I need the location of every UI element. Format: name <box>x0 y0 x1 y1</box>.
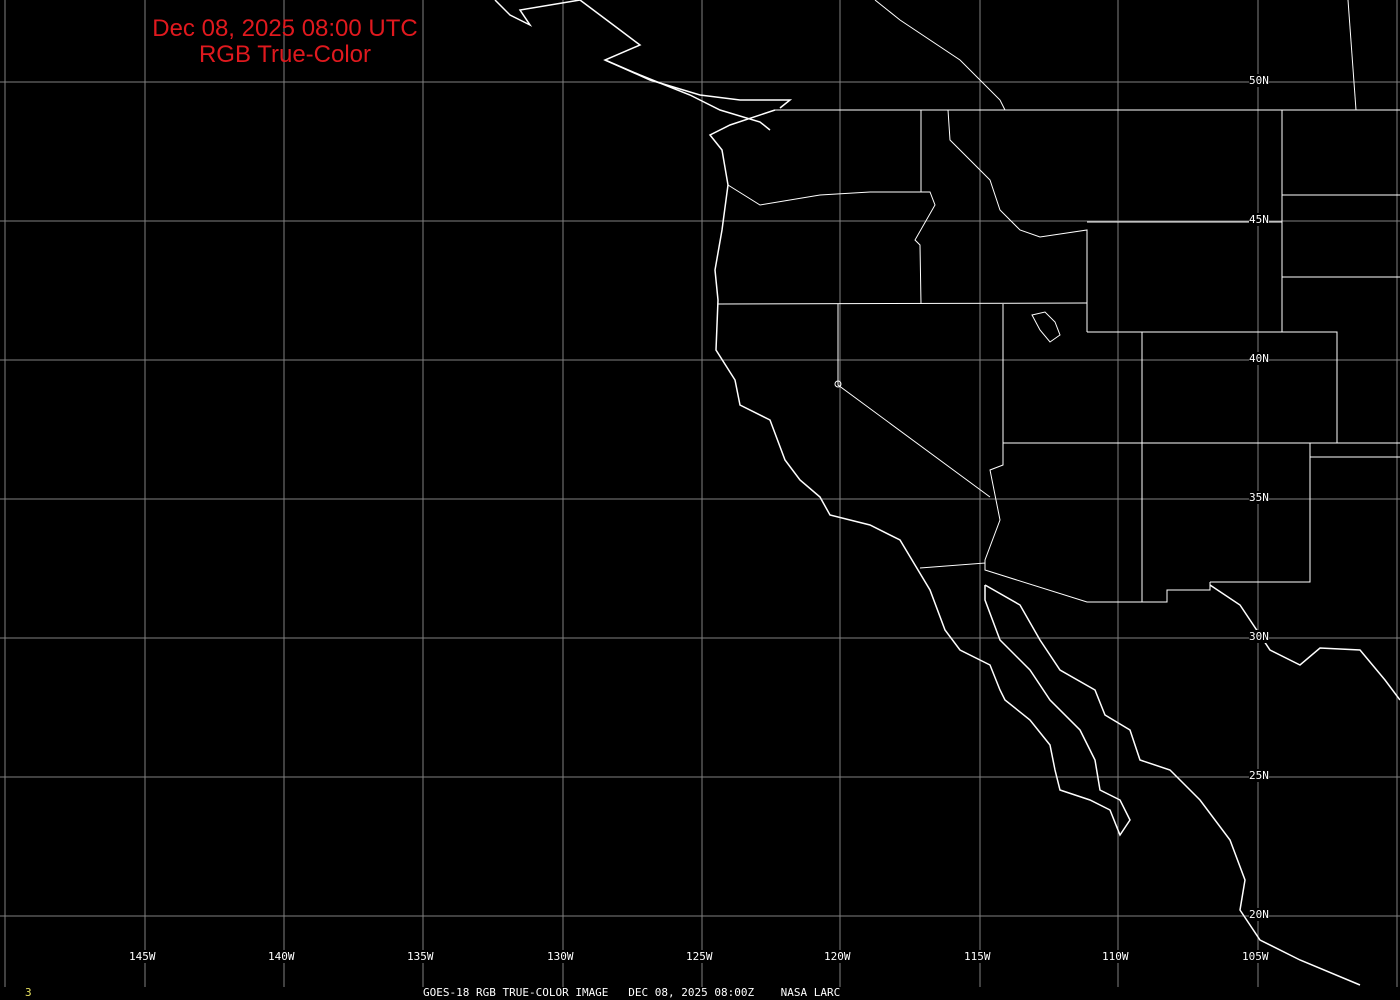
longitude-label: 120W <box>824 950 851 963</box>
41n-border <box>1087 331 1338 443</box>
longitude-label: 115W <box>964 950 991 963</box>
canada-province-border <box>1347 0 1357 111</box>
mexico-mainland-coast <box>984 584 1361 986</box>
id-mt-border <box>947 109 1088 332</box>
longitude-label: 105W <box>1242 950 1269 963</box>
nv-ut-border <box>984 304 1004 570</box>
wa-or-border <box>727 184 936 305</box>
canada-coast <box>494 0 793 109</box>
us-west-coast <box>708 109 1131 837</box>
map-title-product: RGB True-Color <box>198 41 372 68</box>
image-caption: GOES-18 RGB TRUE-COLOR IMAGE DEC 08, 202… <box>423 986 841 999</box>
latitude-label: 50N <box>1249 74 1269 87</box>
great-salt-lake <box>1031 311 1061 343</box>
ca-nv-border <box>837 304 991 498</box>
latitude-label: 25N <box>1249 769 1269 782</box>
us-mexico-border <box>919 562 1211 603</box>
latitude-label: 20N <box>1249 908 1269 921</box>
gulf-of-mexico-coast <box>1209 584 1400 701</box>
coastlines <box>494 0 1400 986</box>
longitude-label: 125W <box>686 950 713 963</box>
longitude-label: 130W <box>547 950 574 963</box>
canada-inland-line <box>874 0 1006 111</box>
nm-east-border <box>1210 443 1311 583</box>
longitude-label: 135W <box>407 950 434 963</box>
latitude-label: 30N <box>1249 630 1269 643</box>
latitude-label: 45N <box>1249 213 1269 226</box>
longitude-label: 140W <box>268 950 295 963</box>
longitude-label: 145W <box>129 950 156 963</box>
political-borders <box>717 0 1400 603</box>
map-title-datetime: Dec 08, 2025 08:00 UTC <box>152 15 418 42</box>
latitude-label: 40N <box>1249 352 1269 365</box>
longitude-label: 110W <box>1102 950 1129 963</box>
latitude-label: 35N <box>1249 491 1269 504</box>
lake-tahoe <box>834 380 842 388</box>
frame-number: 3 <box>25 986 32 999</box>
42n-border <box>717 302 1088 305</box>
vancouver-island <box>604 59 771 131</box>
